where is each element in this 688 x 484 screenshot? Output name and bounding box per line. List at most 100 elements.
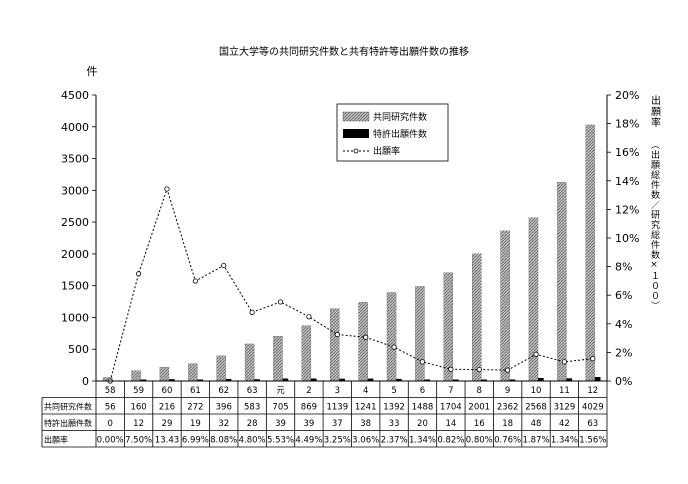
bar-joint-research-6	[415, 286, 425, 382]
table-cell: 2568	[525, 403, 547, 413]
x-tick-label: 12	[587, 386, 598, 396]
bar-patent-5	[396, 378, 402, 381]
y-tick-label: 2000	[61, 248, 89, 261]
table-cell: 0.00%	[97, 436, 124, 446]
bar-joint-research-2	[301, 325, 312, 382]
table-cell: 48	[531, 419, 542, 429]
table-cell: 1704	[440, 403, 462, 413]
table-cell: 0.80%	[466, 436, 493, 446]
table-cell: 2001	[468, 403, 490, 413]
table-cell: 38	[360, 419, 371, 429]
bar-joint-research-元	[273, 336, 283, 382]
y2-tick-label: 14%	[615, 175, 639, 188]
table-cell: 20	[417, 419, 428, 429]
bar-patent-11	[566, 378, 573, 381]
x-tick-label: 11	[559, 386, 570, 396]
x-tick-label: 10	[531, 386, 542, 396]
x-tick-label: 9	[505, 386, 510, 396]
rate-point-63	[249, 309, 255, 315]
table-cell: 18	[502, 419, 513, 429]
rate-point-7	[448, 366, 454, 372]
table-cell: 63	[587, 419, 598, 429]
x-tick-label: 63	[247, 386, 258, 396]
bar-patent-3	[339, 378, 345, 381]
x-tick-label: 59	[133, 386, 144, 396]
table-cell: 216	[159, 403, 175, 413]
bar-patent-59	[140, 379, 147, 381]
bar-patent-60	[168, 379, 175, 381]
bar-patent-8	[481, 379, 487, 381]
y2-axis-ticks: 0% 2% 4% 6% 8% 10% 12% 14% 16% 18% 20%	[607, 89, 639, 388]
table-cell: 19	[190, 419, 201, 429]
bar-joint-research-4	[358, 301, 368, 382]
table-cell: 0.76%	[494, 436, 521, 446]
rate-point-61	[192, 278, 198, 284]
y-tick-label: 0	[82, 375, 89, 388]
y-tick-label: 500	[68, 343, 89, 356]
table-cell: 0.82%	[437, 436, 464, 446]
table-cell: 4.49%	[295, 436, 322, 446]
rate-point-59	[135, 271, 142, 277]
y2-tick-label: 2%	[615, 346, 632, 359]
table-cell: 396	[216, 403, 232, 413]
bar-joint-research-5	[386, 292, 397, 382]
bar-joint-research-61	[188, 363, 198, 382]
rate-point-10	[533, 351, 539, 357]
table-cell: 7.50%	[125, 436, 152, 446]
rate-point-5	[391, 344, 397, 350]
bar-patent-4	[367, 378, 374, 381]
table-cell: 3.06%	[352, 436, 379, 446]
y-tick-label: 1000	[61, 311, 89, 324]
rate-point-12	[590, 356, 596, 362]
x-tick-label: 61	[190, 386, 201, 396]
rate-point-8	[476, 366, 482, 373]
table-cell: 272	[187, 403, 203, 413]
y2-tick-label: 4%	[615, 318, 632, 331]
table-cell: 1.34%	[551, 436, 578, 446]
table-cell: 1.87%	[523, 436, 550, 446]
bar-joint-research-7	[443, 272, 453, 382]
table-cell: 37	[332, 419, 343, 429]
x-tick-label: 8	[477, 386, 482, 396]
table-cell: 0	[107, 419, 112, 429]
x-tick-label: 7	[448, 386, 453, 396]
legend: 共同研究件数 特許出願件数 出願率	[336, 103, 449, 162]
y-tick-label: 2500	[61, 216, 89, 229]
table-cell: 1488	[412, 403, 434, 413]
y-tick-label: 3000	[61, 184, 89, 197]
table-cell: 56	[105, 403, 116, 413]
rate-point-4	[363, 334, 369, 340]
bar-joint-research-63	[244, 343, 255, 382]
table-cell: 1.56%	[579, 436, 606, 446]
bar-joint-research-60	[159, 367, 170, 382]
y2-axis-sublabel: （出願総件数／研究総件数×１００）	[649, 140, 660, 311]
x-tick-label: 60	[162, 386, 173, 396]
rate-point-6	[419, 359, 426, 365]
table-row-label: 特許出願件数	[44, 418, 92, 428]
rate-point-2	[306, 314, 312, 320]
table-cell: 33	[389, 419, 400, 429]
y2-tick-label: 10%	[615, 232, 639, 245]
y2-tick-label: 0%	[615, 375, 632, 388]
bar-patent-6	[424, 379, 431, 381]
table-cell: 1241	[355, 403, 377, 413]
y2-tick-label: 16%	[615, 146, 639, 159]
table-cell: 1392	[383, 403, 405, 413]
table-cell: 5.53%	[267, 436, 294, 446]
table-cell: 4.80%	[239, 436, 266, 446]
bar-joint-research-8	[472, 253, 482, 382]
table-cell: 28	[247, 419, 258, 429]
bar-patent-9	[509, 379, 516, 381]
x-tick-label: 2	[306, 386, 311, 396]
table-cell: 160	[130, 403, 146, 413]
table-cell: 583	[244, 403, 260, 413]
y2-tick-label: 6%	[615, 289, 632, 302]
bar-joint-research-59	[131, 370, 141, 382]
bars	[102, 124, 601, 382]
legend-swatch-rate-marker	[353, 148, 359, 154]
rate-line	[107, 186, 596, 384]
y-tick-label: 4000	[61, 121, 89, 134]
x-tick-label: 62	[218, 386, 229, 396]
table-cell: 2.37%	[381, 436, 408, 446]
